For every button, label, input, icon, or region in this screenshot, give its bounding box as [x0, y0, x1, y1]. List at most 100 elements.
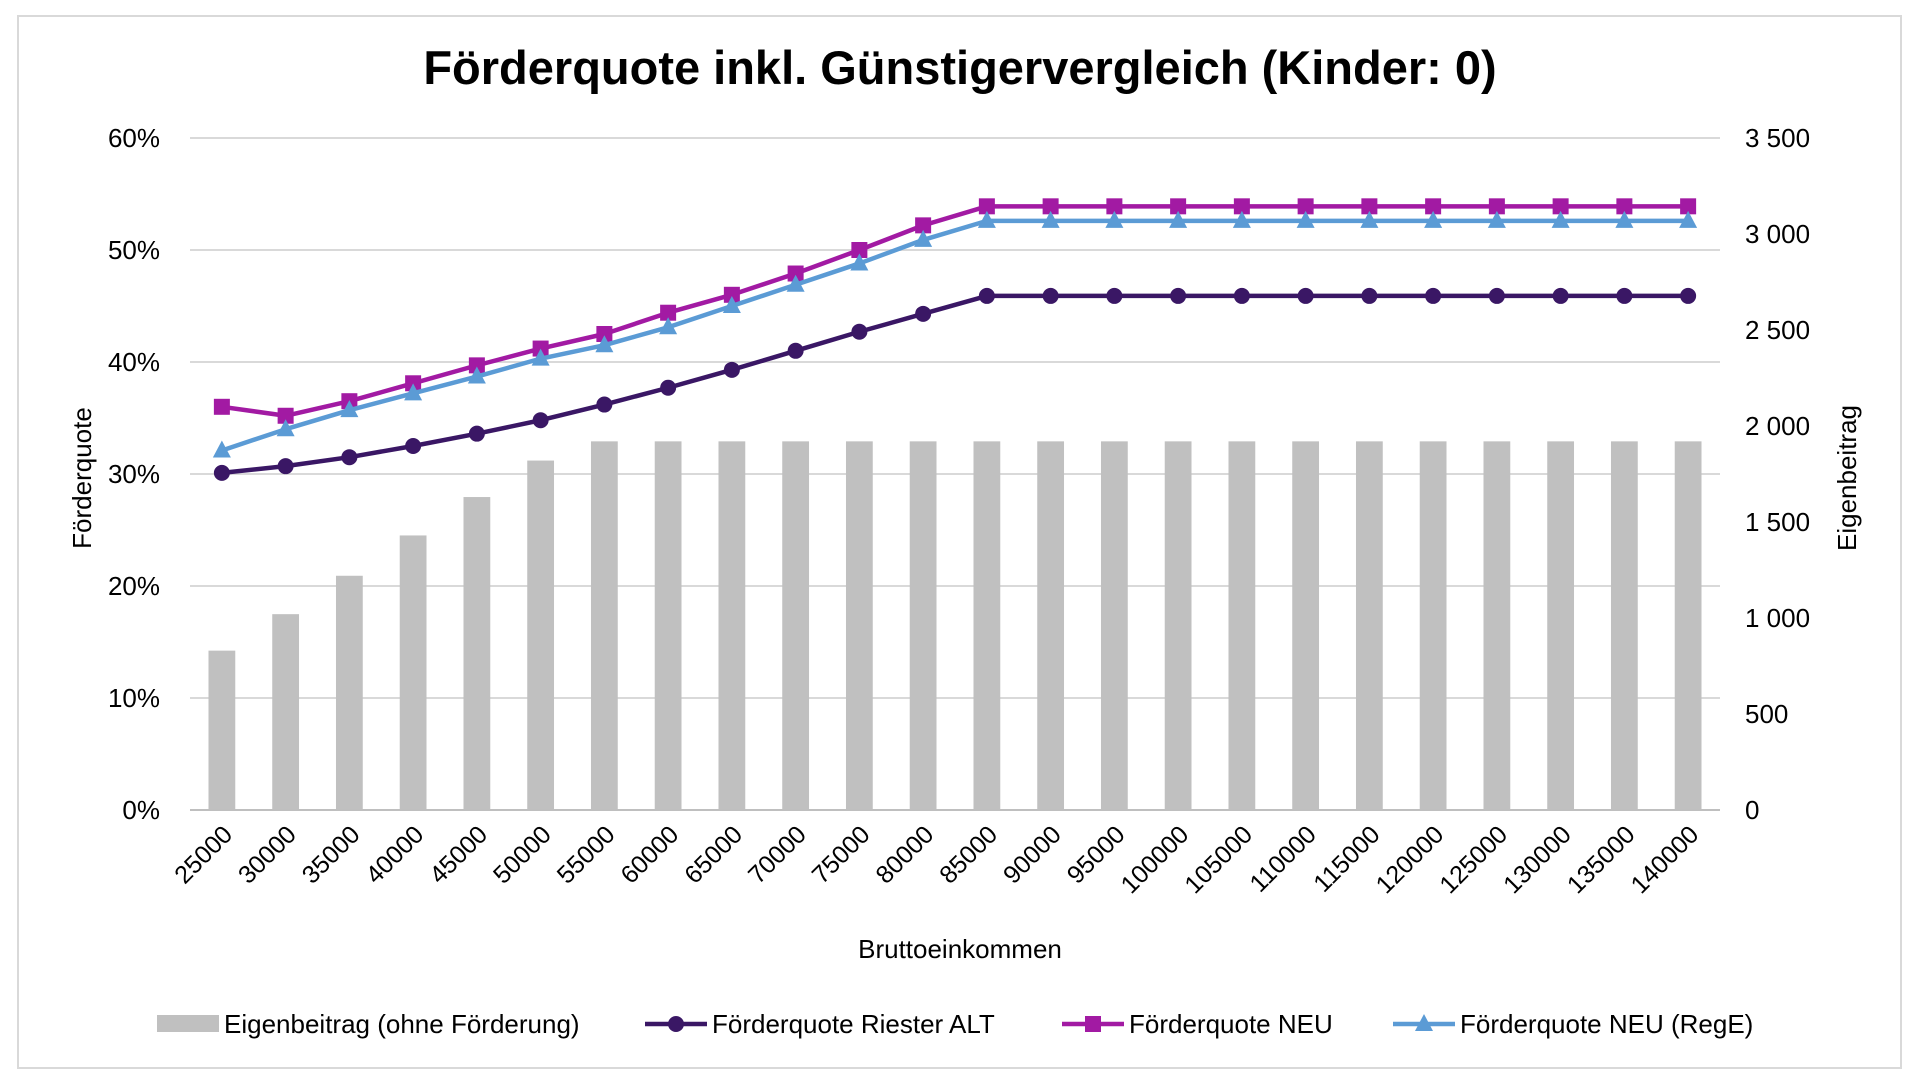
- data-point: [468, 425, 485, 442]
- data-point: [1425, 198, 1442, 215]
- data-point: [1615, 210, 1634, 228]
- data-point: [1233, 198, 1250, 215]
- data-point: [1487, 210, 1506, 228]
- y2-tick-label: 0: [1745, 795, 1759, 825]
- data-point: [467, 366, 486, 384]
- y2-axis-label: Eigenbeitrag: [1832, 405, 1862, 551]
- bar: [527, 460, 555, 810]
- legend-label: Eigenbeitrag (ohne Förderung): [224, 1009, 580, 1039]
- data-point: [341, 449, 358, 466]
- legend-item: Eigenbeitrag (ohne Förderung): [157, 1009, 580, 1039]
- data-point: [1552, 287, 1569, 304]
- data-point: [977, 210, 996, 228]
- bar: [1419, 441, 1447, 810]
- data-point: [1360, 210, 1379, 228]
- y-tick-label: 30%: [108, 459, 160, 489]
- y2-tick-label: 500: [1745, 699, 1788, 729]
- bar: [973, 441, 1001, 810]
- series-line: [221, 218, 1689, 453]
- data-point: [1170, 198, 1187, 215]
- legend-label: Förderquote Riester ALT: [712, 1009, 995, 1039]
- bar: [1100, 441, 1128, 810]
- bar: [1164, 441, 1192, 810]
- data-point: [660, 379, 677, 396]
- legend-marker: [668, 1016, 684, 1032]
- bar: [1228, 441, 1256, 810]
- data-point: [1233, 287, 1250, 304]
- data-point: [1042, 287, 1059, 304]
- data-point: [659, 317, 678, 335]
- bar: [1483, 441, 1511, 810]
- data-point: [277, 458, 294, 475]
- series-square-group: [213, 198, 1697, 424]
- data-point: [468, 357, 485, 374]
- legend-swatch: [157, 1015, 219, 1032]
- bar: [463, 497, 491, 810]
- data-point: [1680, 198, 1697, 215]
- data-point: [595, 335, 614, 353]
- data-point: [1169, 210, 1188, 228]
- data-point: [1361, 198, 1378, 215]
- data-point: [1425, 287, 1442, 304]
- bar: [654, 441, 682, 810]
- bar: [1292, 441, 1320, 810]
- data-point: [1488, 198, 1505, 215]
- data-point: [404, 383, 423, 401]
- bar: [1355, 441, 1383, 810]
- y2-tick-label: 3 000: [1745, 219, 1810, 249]
- series-circle-group: [213, 287, 1697, 481]
- data-point: [596, 326, 613, 342]
- bar: [845, 441, 873, 810]
- data-point: [1232, 210, 1251, 228]
- data-point: [1616, 198, 1633, 215]
- data-point: [1551, 210, 1570, 228]
- data-point: [532, 340, 549, 357]
- legend-marker: [1415, 1014, 1433, 1031]
- data-point: [914, 229, 933, 247]
- legend-item: Förderquote Riester ALT: [645, 1009, 995, 1039]
- legend: Eigenbeitrag (ohne Förderung) Förderquote…: [157, 1009, 1753, 1039]
- y-tick-label: 50%: [108, 235, 160, 265]
- chart-title: Förderquote inkl. Günstigervergleich (Ki…: [423, 41, 1496, 94]
- data-point: [276, 419, 295, 437]
- data-point: [851, 323, 868, 340]
- data-point: [531, 348, 550, 366]
- data-point: [405, 438, 422, 454]
- y2-tick-label: 1 500: [1745, 507, 1810, 537]
- bar: [335, 575, 363, 810]
- data-point: [1361, 287, 1378, 304]
- data-point: [978, 287, 995, 304]
- bar: [208, 650, 236, 810]
- data-point: [915, 217, 932, 234]
- data-point: [1170, 287, 1187, 304]
- data-point: [1106, 287, 1123, 304]
- data-point: [723, 361, 740, 378]
- data-point: [1679, 210, 1698, 228]
- data-point: [213, 398, 230, 415]
- bar: [1610, 441, 1638, 810]
- legend-label: Förderquote NEU (RegE): [1460, 1009, 1753, 1039]
- legend-marker: [1085, 1016, 1101, 1032]
- data-point: [1041, 210, 1060, 228]
- bar-series: [208, 441, 1702, 810]
- bar: [782, 441, 810, 810]
- data-point: [787, 265, 804, 282]
- y-tick-label: 10%: [108, 683, 160, 713]
- data-point: [1424, 210, 1443, 228]
- data-point: [596, 396, 613, 413]
- y-axis-label: Förderquote: [67, 407, 97, 549]
- data-point: [660, 304, 677, 321]
- series-line: [221, 293, 1689, 476]
- bar: [272, 614, 300, 810]
- series-line: [221, 204, 1689, 419]
- data-point: [1488, 287, 1505, 304]
- data-point: [340, 400, 359, 418]
- data-point: [1297, 198, 1314, 215]
- data-point: [213, 464, 230, 481]
- data-point: [722, 296, 741, 313]
- chart-border: [17, 15, 1902, 1069]
- data-point: [277, 407, 294, 424]
- y-tick-label: 60%: [108, 123, 160, 153]
